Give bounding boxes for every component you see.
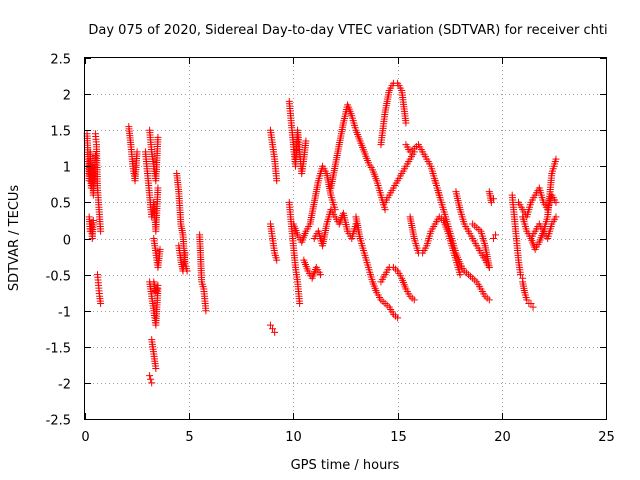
- data-point: [202, 307, 210, 315]
- data-point: [523, 296, 531, 304]
- y-tick-label: 1.5: [50, 125, 71, 140]
- x-axis-title: GPS time / hours: [291, 458, 400, 473]
- data-point: [552, 155, 560, 163]
- data-points: [83, 79, 560, 387]
- data-point: [527, 299, 535, 307]
- x-tick-label: 5: [185, 430, 193, 445]
- data-point: [181, 249, 189, 257]
- y-axis-title: SDTVAR / TECUs: [7, 185, 22, 292]
- data-point: [402, 119, 410, 127]
- data-point: [394, 314, 402, 322]
- data-point: [273, 177, 281, 185]
- data-point: [273, 256, 281, 264]
- data-point: [316, 271, 324, 279]
- y-tick-label: 2.5: [50, 53, 71, 68]
- data-point: [91, 151, 99, 159]
- y-tick-label: 0: [63, 234, 71, 249]
- chart-title: Day 075 of 2020, Sidereal Day-to-day VTE…: [88, 23, 607, 38]
- data-point: [271, 328, 279, 336]
- data-point: [485, 263, 493, 271]
- data-point: [552, 198, 560, 206]
- data-point: [296, 299, 304, 307]
- data-point: [266, 321, 274, 329]
- data-point: [302, 137, 310, 145]
- y-tick-label: -2: [58, 378, 71, 393]
- data-point: [517, 271, 525, 279]
- data-point: [146, 372, 154, 380]
- x-tick-labels: 0 5 10 15 20 25: [81, 430, 614, 445]
- data-point: [492, 231, 500, 239]
- data-point: [410, 296, 418, 304]
- data-point: [552, 213, 560, 221]
- y-tick-label: -1.5: [46, 342, 71, 357]
- data-point: [97, 227, 105, 235]
- x-tick-label: 25: [598, 430, 615, 445]
- data-point: [152, 364, 160, 372]
- data-point: [133, 148, 141, 156]
- y-tick-label: -0.5: [46, 270, 71, 285]
- y-tick-labels: -2.5 -2 -1.5 -1 -0.5 0 0.5 1 1.5 2 2.5: [46, 53, 71, 429]
- x-tick-label: 20: [494, 430, 511, 445]
- axis-ticks: [85, 58, 607, 420]
- data-point: [381, 206, 389, 214]
- x-tick-label: 0: [81, 430, 89, 445]
- y-tick-label: -2.5: [46, 414, 71, 429]
- y-tick-label: 0.5: [50, 197, 71, 212]
- data-point: [410, 148, 418, 156]
- data-point: [147, 375, 155, 383]
- y-tick-label: -1: [58, 306, 71, 321]
- data-point: [89, 216, 97, 224]
- data-point: [529, 303, 537, 311]
- data-point: [489, 195, 497, 203]
- y-tick-label: 1: [63, 161, 71, 176]
- data-point: [97, 299, 105, 307]
- data-point: [156, 245, 164, 253]
- data-point: [456, 271, 464, 279]
- y-tick-label: 2: [63, 89, 71, 104]
- data-point: [154, 133, 162, 141]
- plot-frame: [84, 57, 607, 420]
- x-tick-label: 15: [390, 430, 407, 445]
- data-point: [154, 184, 162, 192]
- data-point: [154, 281, 162, 289]
- data-point: [489, 235, 497, 242]
- data-point: [485, 296, 493, 304]
- grid: [85, 58, 606, 419]
- x-tick-label: 10: [285, 430, 302, 445]
- data-point: [269, 325, 277, 333]
- data-point: [487, 198, 495, 206]
- data-point: [148, 379, 156, 387]
